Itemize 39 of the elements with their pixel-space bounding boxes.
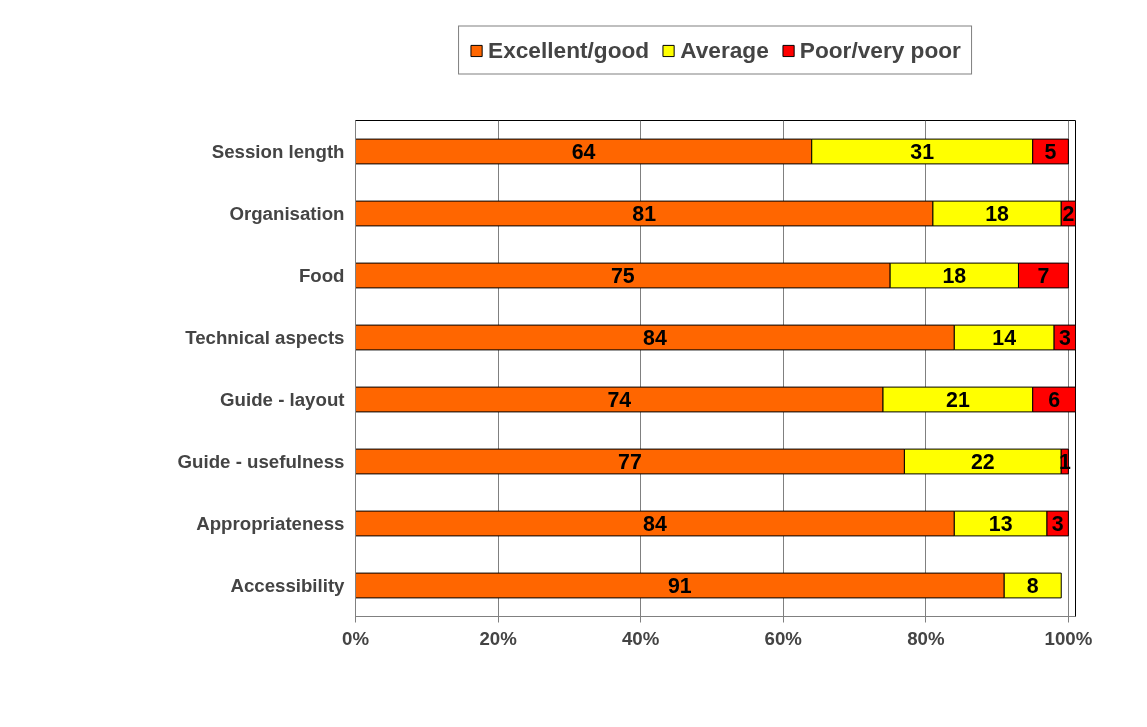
data-label: 8: [1026, 574, 1039, 598]
y-tick-label: Technical aspects: [185, 327, 345, 348]
data-label: 75: [610, 264, 635, 288]
y-tick-label: Accessibility: [230, 575, 346, 596]
data-label: 22: [970, 450, 995, 474]
x-tick-label: 20%: [479, 627, 518, 649]
data-label: 3: [1058, 326, 1071, 350]
data-label: 31: [910, 140, 935, 164]
legend-label: Excellent/good: [488, 36, 650, 64]
y-tick-label: Appropriateness: [196, 513, 345, 534]
data-label: 7: [1037, 264, 1050, 288]
data-label: 91: [667, 574, 692, 598]
data-label: 84: [643, 326, 667, 350]
data-label: 13: [988, 512, 1013, 536]
data-label: 5: [1044, 140, 1057, 164]
data-label: 3: [1051, 512, 1064, 536]
data-label: 18: [942, 264, 967, 288]
y-tick-label: Food: [298, 265, 345, 286]
data-label: 18: [985, 202, 1010, 226]
y-tick-label: Guide - usefulness: [177, 451, 345, 472]
x-tick-label: 40%: [621, 627, 660, 649]
data-label: 84: [643, 512, 667, 536]
x-tick-label: 60%: [764, 627, 803, 649]
x-tick-label: 0%: [342, 627, 370, 649]
data-label: 21: [946, 388, 970, 412]
data-label: 14: [992, 326, 1017, 350]
data-label: 6: [1048, 388, 1061, 412]
y-tick-label: Guide - layout: [220, 389, 345, 410]
data-label: 74: [607, 388, 632, 412]
data-label: 77: [618, 450, 642, 474]
data-label: 64: [571, 140, 596, 164]
data-label: 2: [1062, 202, 1075, 226]
x-tick-label: 100%: [1044, 627, 1093, 649]
y-tick-label: Session length: [211, 141, 345, 162]
legend-label: Poor/very poor: [799, 36, 961, 64]
x-tick-label: 80%: [907, 627, 945, 649]
data-label: 81: [632, 202, 657, 226]
legend-label: Average: [680, 36, 769, 64]
y-tick-label: Organisation: [229, 203, 345, 224]
